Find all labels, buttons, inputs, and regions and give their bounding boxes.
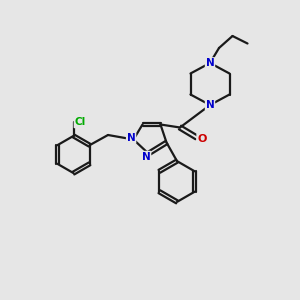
Text: N: N — [142, 152, 151, 162]
Text: N: N — [127, 133, 136, 143]
Text: O: O — [197, 134, 207, 144]
Text: N: N — [206, 100, 214, 110]
Text: N: N — [206, 58, 214, 68]
Text: Cl: Cl — [74, 117, 86, 128]
